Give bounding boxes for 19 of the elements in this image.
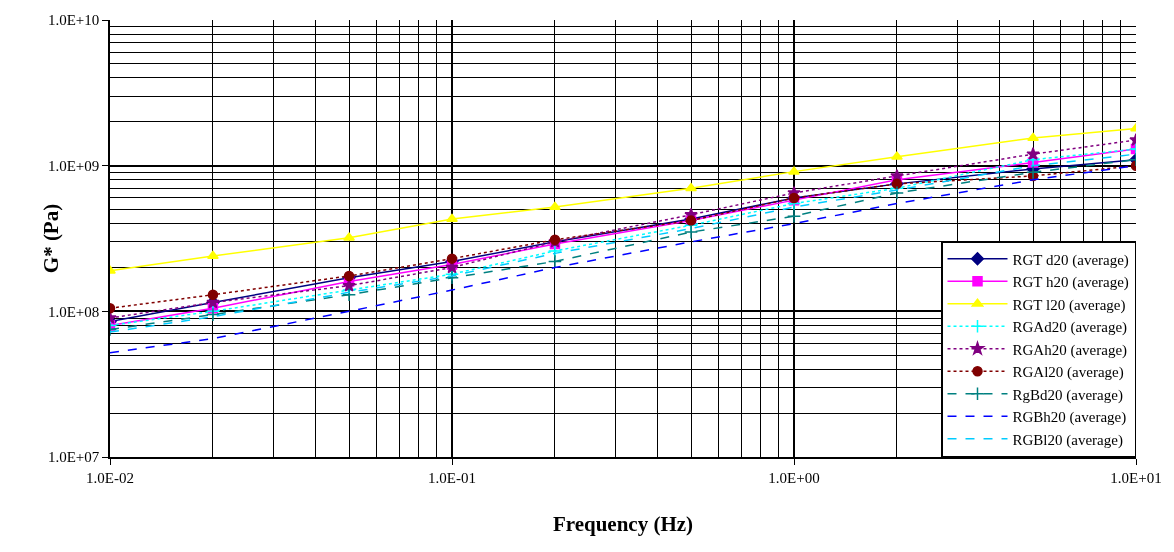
legend-label: RGT d20 (average) bbox=[1012, 251, 1129, 269]
legend-label: RGT l20 (average) bbox=[1012, 296, 1126, 314]
legend-label: RGBh20 (average) bbox=[1012, 409, 1127, 427]
x-tick-label: 1.0E-02 bbox=[86, 469, 134, 486]
legend-label: RGAh20 (average) bbox=[1012, 341, 1128, 359]
x-tick-label: 1.0E+00 bbox=[768, 469, 820, 486]
x-tick-label: 1.0E-01 bbox=[428, 469, 476, 486]
x-tick-label: 1.0E+01 bbox=[1110, 469, 1162, 486]
legend-label: RGAd20 (average) bbox=[1012, 319, 1128, 337]
y-tick-label: 1.0E+09 bbox=[47, 157, 100, 174]
y-tick-label: 1.0E+10 bbox=[47, 12, 100, 29]
legend-label: RGT h20 (average) bbox=[1012, 274, 1129, 292]
y-axis-title: G* (Pa) bbox=[38, 203, 63, 274]
x-axis-title: Frequency (Hz) bbox=[552, 511, 694, 536]
legend-label: RGBl20 (average) bbox=[1012, 431, 1123, 449]
y-tick-label: 1.0E+07 bbox=[47, 449, 100, 466]
y-tick-label: 1.0E+08 bbox=[47, 303, 100, 320]
legend-label: RGAl20 (average) bbox=[1012, 364, 1124, 382]
legend-label: RgBd20 (average) bbox=[1012, 386, 1123, 404]
